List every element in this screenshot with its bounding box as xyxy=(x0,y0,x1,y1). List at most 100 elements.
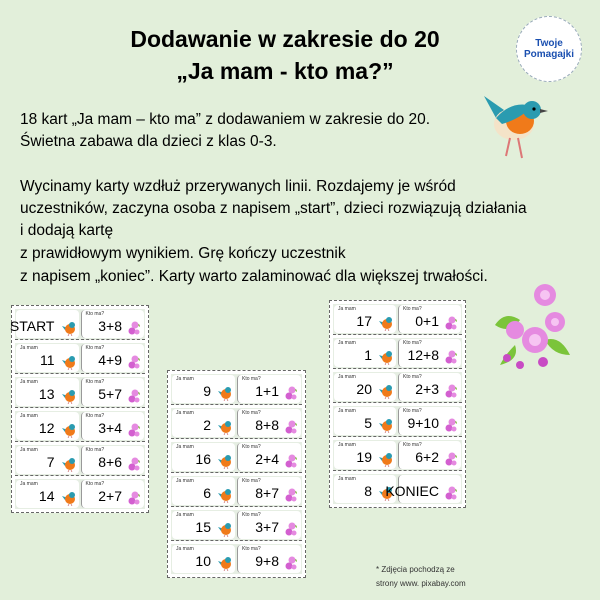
blossom-illustration xyxy=(495,284,570,369)
who-value: 3+7 xyxy=(255,519,279,535)
robin-bird-illustration xyxy=(484,96,548,159)
have-value: 1 xyxy=(364,347,372,363)
description-line: Świetna zabawa dla dzieci z klas 0-3. xyxy=(20,133,277,150)
card-have-cell: Ja mam 16 xyxy=(172,443,235,471)
robin-icon xyxy=(379,315,393,332)
card: Ja mam 16 Kto ma? 2+4 xyxy=(171,442,302,473)
card-who-cell: Kto ma? 5+7 xyxy=(80,378,144,406)
robin-icon xyxy=(218,521,232,538)
robin-icon xyxy=(61,388,76,405)
card-have-cell: Ja mam 7 xyxy=(16,446,79,474)
who-value: 3+8 xyxy=(98,318,122,334)
have-label: Ja mam xyxy=(20,379,38,385)
card-who-cell: Kto ma? 2+4 xyxy=(237,443,301,471)
have-label: Ja mam xyxy=(176,512,194,518)
who-label: Kto ma? xyxy=(242,478,261,484)
card-have-cell: Ja mam 9 xyxy=(172,375,235,403)
card-who-cell: Kto ma? 0+1 xyxy=(398,305,461,333)
robin-icon xyxy=(61,456,76,473)
card-have-cell: Ja mam 10 xyxy=(172,545,235,573)
card-who-cell: Kto ma? 1+1 xyxy=(237,375,301,403)
have-label: Ja mam xyxy=(20,447,38,453)
card: Ja mam 10 Kto ma? 9+8 xyxy=(171,544,302,574)
who-label: Kto ma? xyxy=(242,444,261,450)
flower-icon xyxy=(284,555,298,571)
card: Ja mam 20 Kto ma? 2+3 xyxy=(333,372,462,403)
who-value: 2+7 xyxy=(98,488,122,504)
robin-icon xyxy=(379,383,393,400)
description-line: 18 kart „Ja mam – kto ma” z dodawaniem w… xyxy=(20,111,431,128)
have-label: Ja mam xyxy=(338,442,356,448)
robin-icon xyxy=(61,354,76,371)
flower-icon xyxy=(284,487,298,503)
who-label: Kto ma? xyxy=(242,512,261,518)
who-value: 12+8 xyxy=(407,347,439,363)
have-value: 9 xyxy=(203,383,211,399)
who-label: Kto ma? xyxy=(85,345,105,351)
card: Ja mam 17 Kto ma? 0+1 xyxy=(333,304,462,335)
card: Ja mam 14 Kto ma? 2+7 xyxy=(15,479,145,509)
robin-icon xyxy=(61,422,76,439)
have-label: Ja mam xyxy=(176,478,194,484)
card-who-cell: Kto ma? 8+7 xyxy=(237,477,301,505)
card: Ja mam 9 Kto ma? 1+1 xyxy=(171,374,302,405)
flower-icon xyxy=(444,383,458,399)
have-label: Ja mam xyxy=(338,374,356,380)
card-have-cell: Ja mam 14 xyxy=(16,480,79,508)
have-value: 16 xyxy=(195,451,211,467)
flower-icon xyxy=(284,521,298,537)
flower-icon xyxy=(444,417,458,433)
who-value: 2+3 xyxy=(415,381,439,397)
description-line: uczestników, zaczyna osoba z napisem „st… xyxy=(20,200,527,217)
card: START Kto ma? 3+8 xyxy=(10,309,145,340)
card-who-cell: Kto ma? 2+7 xyxy=(80,480,144,508)
robin-icon xyxy=(61,490,76,507)
card-who-cell: Kto ma? 3+8 xyxy=(80,310,144,338)
who-value: 0+1 xyxy=(415,313,439,329)
card-have-cell: Ja mam 11 xyxy=(16,344,79,372)
have-label: Ja mam xyxy=(338,408,356,414)
who-value: 8+7 xyxy=(255,485,279,501)
who-value: 1+1 xyxy=(255,383,279,399)
card-who-cell: Kto ma? 6+2 xyxy=(398,441,461,469)
have-value: 10 xyxy=(195,553,211,569)
flower-icon xyxy=(127,354,141,370)
card-deck-1: START Kto ma? 3+8 Ja mam 11 Kto ma? 4+9 xyxy=(10,305,149,513)
card-have-cell: Ja mam 13 xyxy=(16,378,79,406)
card-have-cell: Ja mam 19 xyxy=(334,441,396,469)
card-have-cell: Ja mam 2 xyxy=(172,409,235,437)
flower-icon xyxy=(127,490,141,506)
have-value: 7 xyxy=(46,454,55,470)
flower-icon xyxy=(284,385,298,401)
who-label: Kto ma? xyxy=(403,340,422,346)
card-who-cell: Kto ma? 9+10 xyxy=(398,407,461,435)
card: Ja mam 13 Kto ma? 5+7 xyxy=(15,377,145,408)
logo-text: Twoje Pomagajki xyxy=(523,38,575,60)
robin-icon xyxy=(218,419,232,436)
who-label: Kto ma? xyxy=(85,481,105,487)
card-have-cell: START xyxy=(10,310,79,338)
card: Ja mam 11 Kto ma? 4+9 xyxy=(15,343,145,374)
card: Ja mam 8 KONIEC xyxy=(333,474,462,504)
card-who-cell: Kto ma? 3+4 xyxy=(80,412,144,440)
card: Ja mam 15 Kto ma? 3+7 xyxy=(171,510,302,541)
card-who-cell: KONIEC xyxy=(385,475,461,503)
have-label: Ja mam xyxy=(338,340,356,346)
who-label: Kto ma? xyxy=(85,379,105,385)
card: Ja mam 5 Kto ma? 9+10 xyxy=(333,406,462,437)
description-line: z napisem „koniec”. Karty warto zalamino… xyxy=(20,268,488,285)
who-label: Kto ma? xyxy=(85,413,105,419)
have-value: 12 xyxy=(38,420,55,436)
logo: Twoje Pomagajki xyxy=(516,16,582,82)
footnote-line-1: * Zdjęcia pochodzą ze xyxy=(376,565,455,574)
robin-icon xyxy=(218,555,232,572)
robin-icon xyxy=(379,349,393,366)
page-subtitle: „Ja mam - kto ma?” xyxy=(176,58,394,84)
robin-icon xyxy=(61,320,76,337)
have-value: 19 xyxy=(356,449,372,465)
description-line: i dodają kartę xyxy=(20,222,114,239)
card-who-cell: Kto ma? 2+3 xyxy=(398,373,461,401)
flower-icon xyxy=(284,419,298,435)
card-have-cell: Ja mam 1 xyxy=(334,339,396,367)
description-line: z prawidłowym wynikiem. Grę kończy uczes… xyxy=(20,245,346,262)
